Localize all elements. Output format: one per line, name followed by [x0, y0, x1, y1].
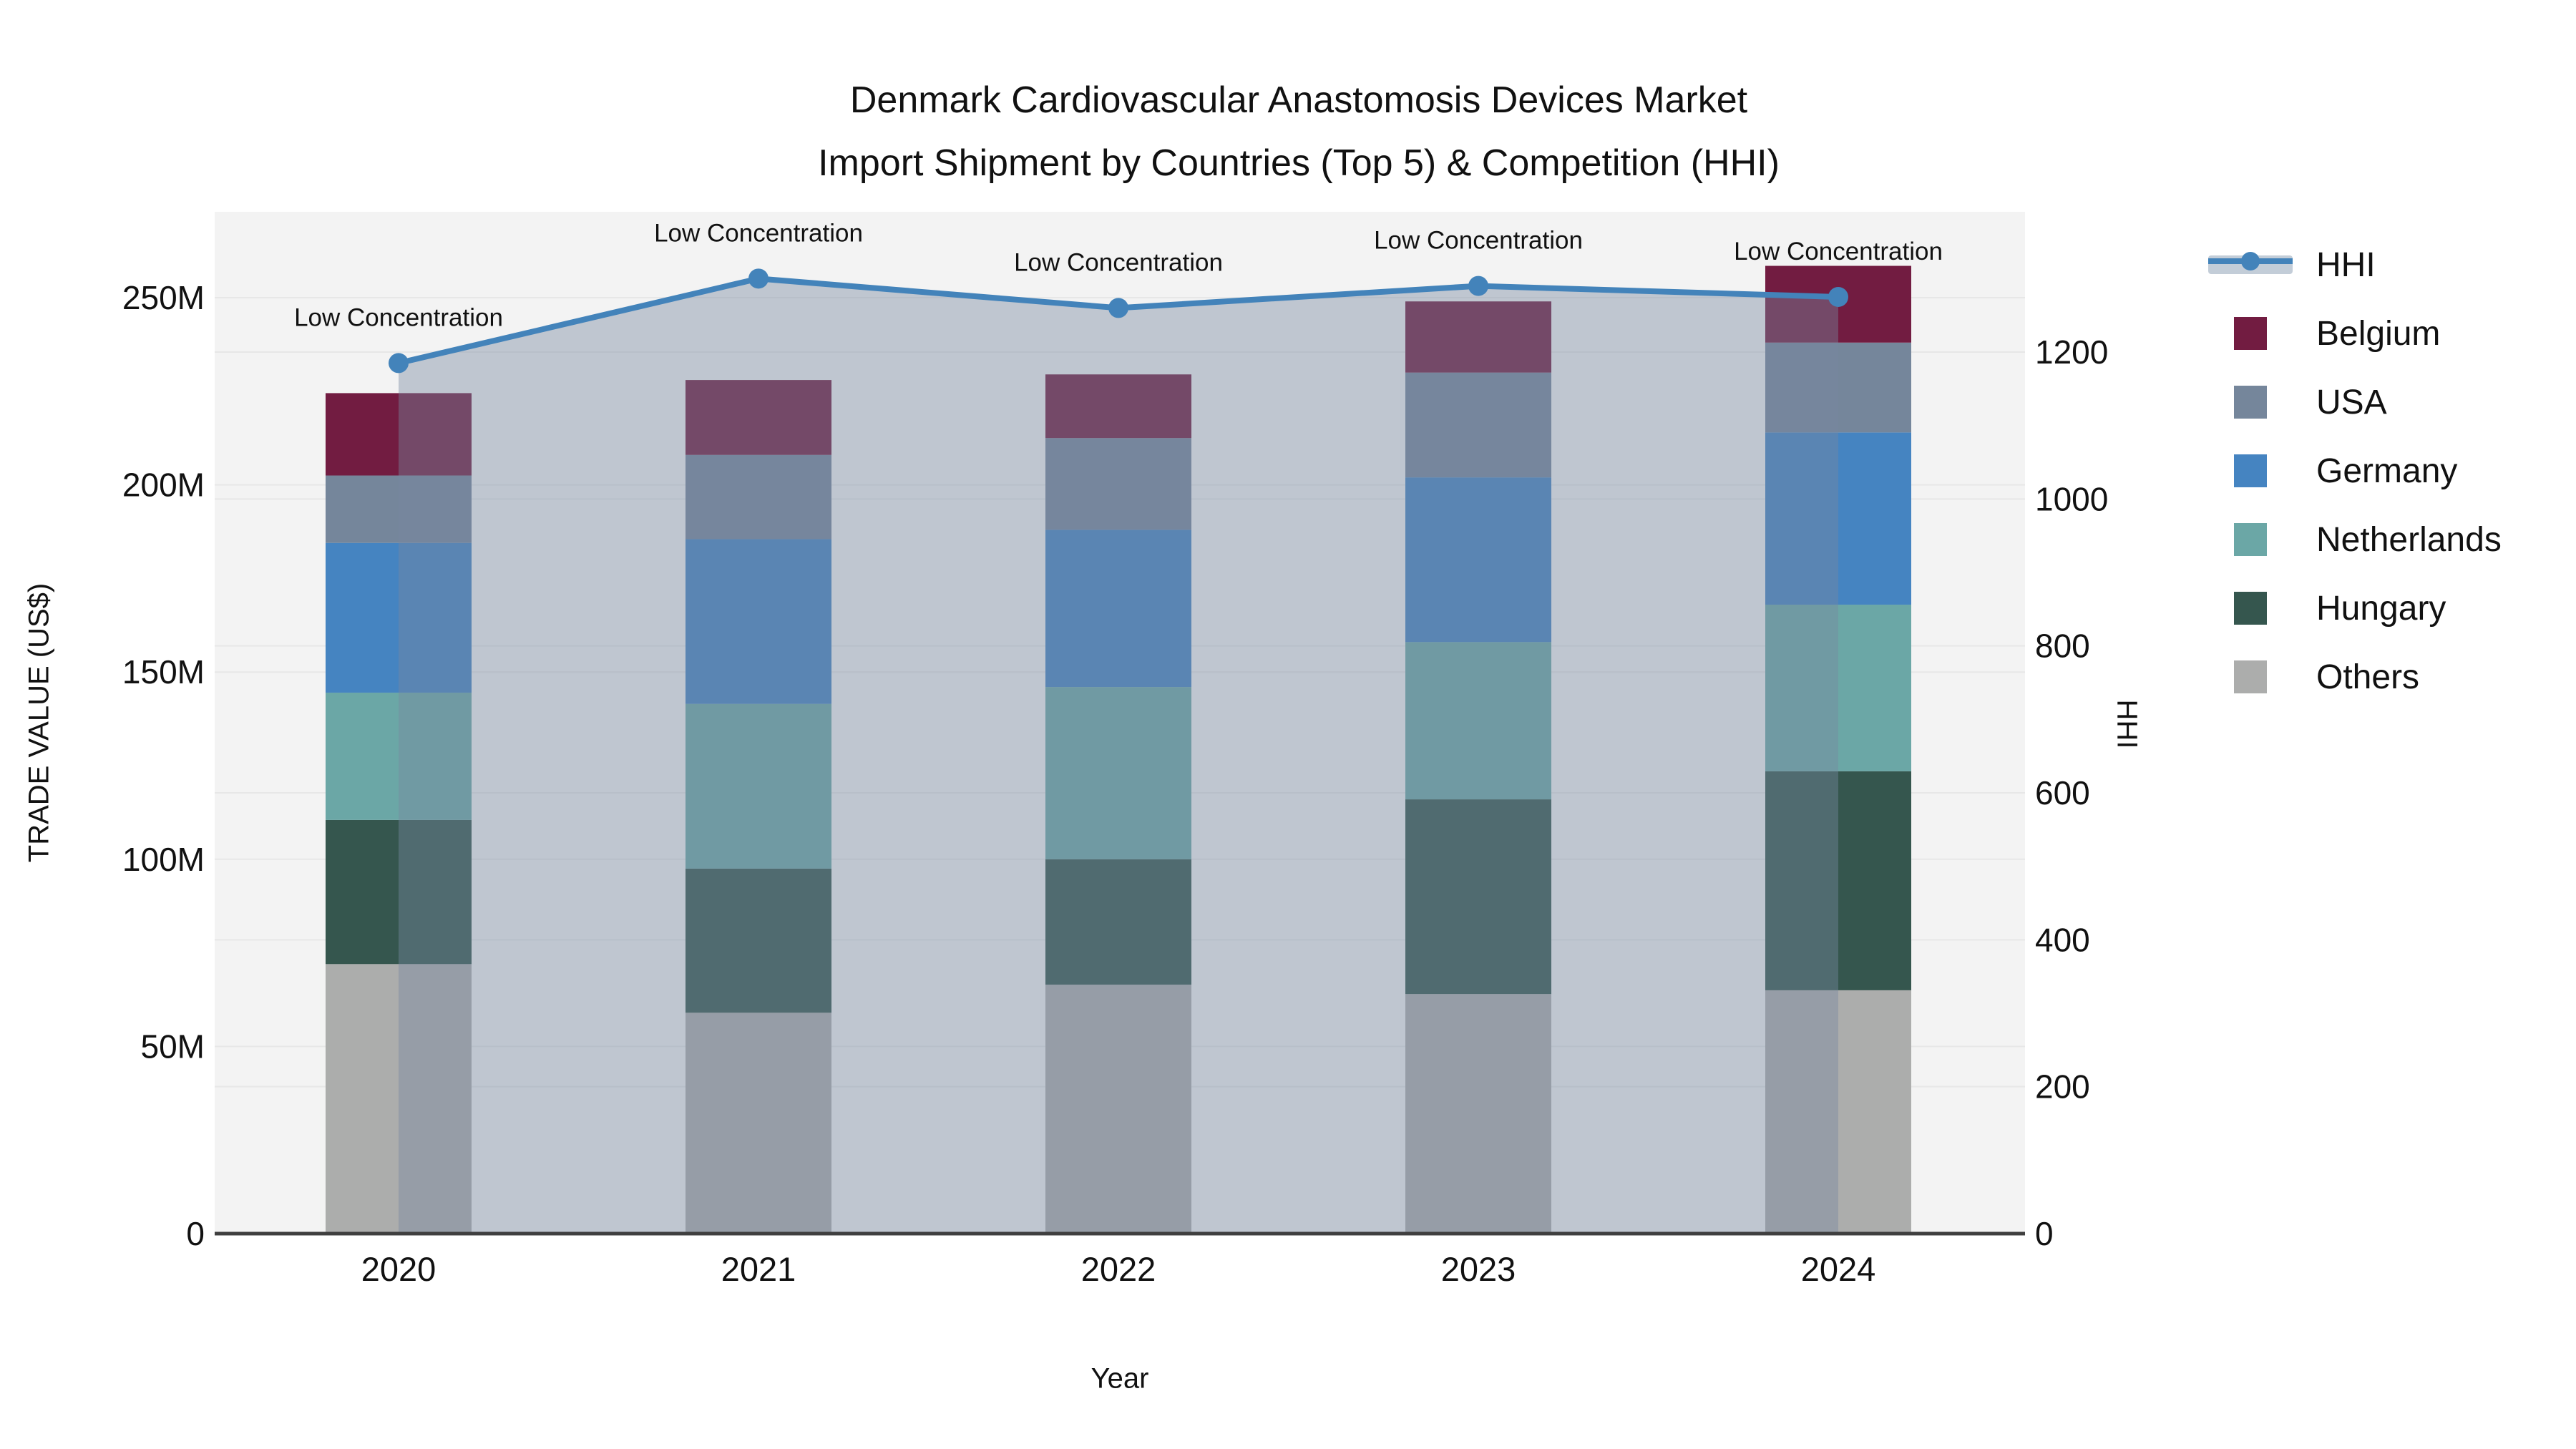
- y-right-tick-1200: 1200: [2035, 333, 2108, 371]
- bar-2020-hungary[interactable]: [326, 819, 472, 965]
- legend-item-usa[interactable]: USA: [2205, 368, 2502, 436]
- bar-2022-germany[interactable]: [1045, 530, 1191, 688]
- y-left-tick-50M: 50M: [141, 1028, 205, 1065]
- x-tick-2020: 2020: [361, 1250, 436, 1288]
- x-axis-title: Year: [1091, 1362, 1149, 1395]
- annotation-2020: Low Concentration: [294, 303, 503, 331]
- bar-2024-hungary[interactable]: [1765, 771, 1911, 990]
- y-left-tick-200M: 200M: [122, 467, 205, 504]
- chart-title-line2: Import Shipment by Countries (Top 5) & C…: [818, 142, 1780, 185]
- y-left-tick-150M: 150M: [122, 653, 205, 691]
- bar-2023-usa[interactable]: [1405, 372, 1551, 478]
- color-swatch-icon: [2233, 592, 2267, 625]
- bar-2020-germany[interactable]: [326, 542, 472, 693]
- annotation-2024: Low Concentration: [1734, 238, 1943, 265]
- legend-item-belgium[interactable]: Belgium: [2205, 299, 2502, 368]
- hhi-area-fill: [399, 278, 1838, 1234]
- legend-item-hungary[interactable]: Hungary: [2205, 574, 2502, 643]
- hhi-band-icon: [2207, 252, 2293, 274]
- y-right-tick-800: 800: [2035, 628, 2090, 665]
- bar-2024-usa[interactable]: [1765, 342, 1911, 433]
- bar-2023-germany[interactable]: [1405, 477, 1551, 643]
- legend-swatch-icon: [2205, 523, 2295, 556]
- legend-label: Netherlands: [2316, 520, 2502, 559]
- legend-swatch-icon: [2205, 386, 2295, 419]
- bar-2022-hungary[interactable]: [1045, 859, 1191, 985]
- legend-label: HHI: [2316, 245, 2376, 284]
- bar-2021-netherlands[interactable]: [686, 703, 831, 869]
- y-left-tick-250M: 250M: [122, 279, 205, 316]
- y-right-tick-1000: 1000: [2035, 480, 2108, 517]
- bar-2021-usa[interactable]: [686, 454, 831, 540]
- bar-2021-others[interactable]: [686, 1013, 831, 1234]
- legend: HHI Belgium USA Germany Netherlands Hungary Ot…: [2205, 230, 2502, 711]
- annotation-2021: Low Concentration: [654, 219, 863, 247]
- legend-label: Germany: [2316, 452, 2458, 490]
- bar-2023-others[interactable]: [1405, 994, 1551, 1234]
- hhi-point-2023[interactable]: [1468, 275, 1488, 296]
- bar-2024-netherlands[interactable]: [1765, 605, 1911, 771]
- legend-swatch-icon: [2205, 592, 2295, 625]
- legend-swatch-icon: [2205, 317, 2295, 350]
- hhi-point-2024[interactable]: [1828, 287, 1848, 307]
- bar-2023-hungary[interactable]: [1405, 799, 1551, 995]
- bar-2024-germany[interactable]: [1765, 432, 1911, 605]
- annotation-2023: Low Concentration: [1374, 227, 1583, 255]
- x-tick-2021: 2021: [721, 1250, 796, 1288]
- y-left-tick-100M: 100M: [122, 841, 205, 878]
- hhi-point-2020[interactable]: [389, 353, 409, 374]
- chart-title-line1: Denmark Cardiovascular Anastomosis Devic…: [849, 79, 1748, 121]
- bar-2022-others[interactable]: [1045, 985, 1191, 1234]
- chart-title: Denmark Cardiovascular Anastomosis Devic…: [818, 69, 1780, 195]
- bar-2023-belgium[interactable]: [1405, 301, 1551, 373]
- bar-2021-germany[interactable]: [686, 539, 831, 704]
- y-left-tick-0: 0: [186, 1215, 205, 1252]
- bar-2020-belgium[interactable]: [326, 393, 472, 476]
- x-tick-2024: 2024: [1801, 1250, 1876, 1288]
- legend-swatch-icon: [2205, 660, 2295, 693]
- bar-2022-usa[interactable]: [1045, 438, 1191, 530]
- x-tick-2022: 2022: [1081, 1250, 1156, 1288]
- color-swatch-icon: [2233, 317, 2267, 350]
- legend-item-hhi[interactable]: HHI: [2205, 230, 2502, 299]
- legend-label: Belgium: [2316, 314, 2441, 353]
- y-right-tick-200: 200: [2035, 1068, 2090, 1106]
- x-tick-2023: 2023: [1441, 1250, 1516, 1288]
- legend-item-germany[interactable]: Germany: [2205, 436, 2502, 505]
- y-right-tick-600: 600: [2035, 774, 2090, 811]
- bar-2020-others[interactable]: [326, 964, 472, 1234]
- bar-2022-belgium[interactable]: [1045, 374, 1191, 439]
- annotation-2022: Low Concentration: [1014, 248, 1223, 276]
- legend-item-others[interactable]: Others: [2205, 643, 2502, 711]
- bar-2024-others[interactable]: [1765, 990, 1911, 1234]
- y-right-tick-400: 400: [2035, 921, 2090, 958]
- bar-2021-belgium[interactable]: [686, 380, 831, 455]
- legend-swatch-icon: [2205, 454, 2295, 487]
- hhi-point-2021[interactable]: [748, 268, 769, 289]
- y-axis-title-right: HHI: [2111, 699, 2143, 749]
- bar-2020-usa[interactable]: [326, 475, 472, 543]
- hhi-point-2022[interactable]: [1108, 298, 1128, 318]
- hhi-line-swatch-icon: [2205, 252, 2295, 274]
- legend-label: Hungary: [2316, 589, 2446, 628]
- bar-2021-hungary[interactable]: [686, 868, 831, 1013]
- y-axis-title-left: TRADE VALUE (US$): [23, 582, 55, 863]
- bar-2022-netherlands[interactable]: [1045, 687, 1191, 859]
- hhi-dot-icon: [2240, 252, 2260, 270]
- legend-item-netherlands[interactable]: Netherlands: [2205, 505, 2502, 574]
- color-swatch-icon: [2233, 523, 2267, 556]
- legend-label: USA: [2316, 383, 2387, 421]
- y-right-tick-0: 0: [2035, 1215, 2054, 1252]
- color-swatch-icon: [2233, 454, 2267, 487]
- color-swatch-icon: [2233, 660, 2267, 693]
- color-swatch-icon: [2233, 386, 2267, 419]
- bar-2020-netherlands[interactable]: [326, 692, 472, 820]
- legend-label: Others: [2316, 658, 2420, 696]
- bar-2023-netherlands[interactable]: [1405, 642, 1551, 800]
